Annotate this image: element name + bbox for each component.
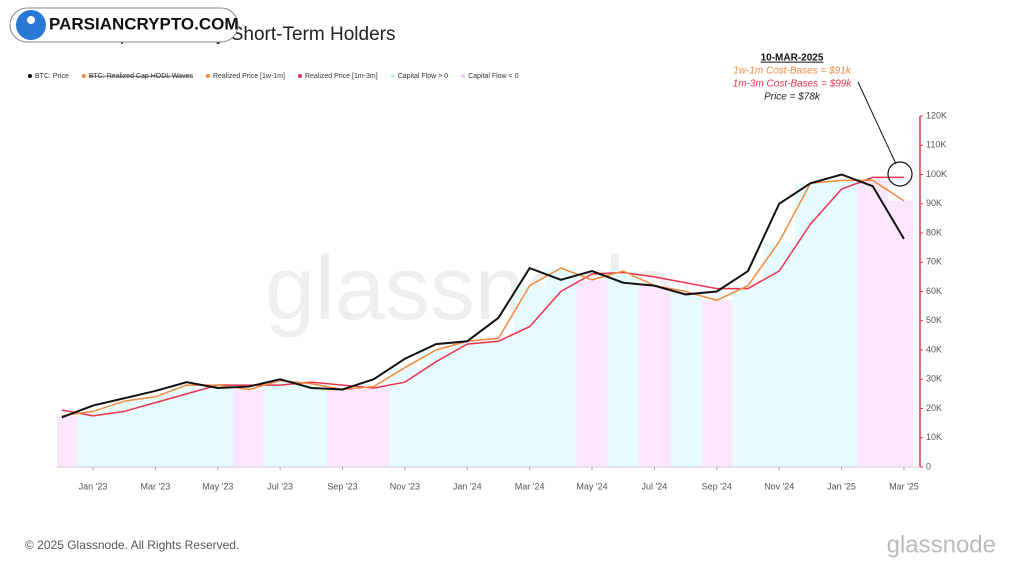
legend-marker — [461, 74, 466, 78]
x-tick-label: Mar '25 — [889, 481, 919, 491]
capital-flow-band — [857, 180, 889, 467]
x-tick-label: May '24 — [576, 481, 607, 491]
x-tick-label: Mar '23 — [141, 481, 171, 491]
capital-flow-band — [701, 300, 733, 467]
annotation-pointer — [857, 81, 897, 165]
x-tick-label: Nov '23 — [390, 481, 420, 491]
y-tick-label: 60K — [926, 286, 942, 296]
x-tick-label: Sep '23 — [327, 481, 357, 491]
y-tick-label: 50K — [926, 315, 942, 325]
capital-flow-band — [888, 200, 913, 467]
capital-flow-band — [732, 285, 764, 467]
legend-marker — [81, 74, 86, 78]
capital-flow-band — [202, 385, 234, 467]
capital-flow-band — [77, 411, 109, 467]
x-tick-label: Mar '24 — [515, 481, 545, 491]
legend-label: Capital Flow < 0 — [468, 73, 518, 80]
legend-marker — [297, 74, 302, 78]
capital-flow-band — [607, 271, 639, 467]
capital-flow-band — [576, 279, 608, 467]
logo-text: PARSIANCRYPTO.COM — [49, 14, 239, 33]
y-tick-label: 120K — [926, 110, 947, 120]
capital-flow-band — [638, 285, 671, 467]
brand: glassnode — [887, 531, 996, 558]
annotation-circle — [887, 161, 913, 187]
capital-flow-band — [794, 183, 826, 467]
y-tick-label: 30K — [926, 374, 942, 384]
logo-icon-dot — [27, 16, 35, 24]
capital-flow-band — [326, 389, 359, 467]
capital-flow-band — [233, 389, 265, 467]
x-tick-label: Jan '23 — [79, 481, 108, 491]
x-tick-label: May '23 — [202, 481, 233, 491]
capital-flow-band — [670, 291, 702, 467]
legend-marker — [28, 74, 32, 78]
capital-flow-band — [57, 415, 78, 467]
x-tick-label: Nov '24 — [764, 481, 794, 491]
y-tick-label: 40K — [926, 344, 942, 354]
legend-label: Capital Flow > 0 — [398, 73, 448, 80]
legend-marker — [205, 74, 210, 78]
y-tick-label: 100K — [926, 169, 947, 179]
y-tick-label: 0 — [926, 461, 931, 471]
y-tick-label: 110K — [926, 140, 946, 150]
annotation-date: 10-MAR-2025 — [761, 53, 824, 64]
x-tick-label: Sep '24 — [702, 481, 732, 491]
capital-flow-band — [825, 180, 858, 467]
capital-flow-band — [139, 396, 171, 467]
logo-box — [9, 7, 239, 43]
capital-flow-band — [358, 386, 390, 467]
capital-flow-band — [451, 341, 483, 467]
series-line — [61, 176, 904, 417]
annotation-line: Price = $78k — [764, 92, 821, 103]
x-tick-label: Jul '24 — [642, 481, 668, 491]
x-tick-label: Jan '25 — [827, 481, 856, 491]
footer: © 2025 Glassnode. All Rights Reserved. — [25, 538, 239, 552]
capital-flow-band — [514, 285, 546, 467]
capital-flow-band — [545, 268, 577, 467]
y-tick-label: 10K — [926, 432, 942, 442]
logo-icon — [16, 10, 46, 40]
capital-flow-band — [482, 338, 515, 467]
capital-flow-band — [264, 380, 296, 467]
legend-marker — [390, 74, 395, 78]
legend-label: Realized Price [1w-1m] — [213, 73, 285, 80]
capital-flow-band — [170, 385, 203, 467]
legend-label: BTC: Price — [35, 73, 69, 80]
y-tick-label: 70K — [926, 257, 942, 267]
y-tick-label: 80K — [926, 227, 942, 237]
y-tick-label: 90K — [926, 198, 942, 208]
x-tick-label: Jul '23 — [267, 481, 293, 491]
y-tick-label: 20K — [926, 403, 942, 413]
annotation-line: 1m-3m Cost-Bases = $99k — [733, 79, 853, 90]
legend-label: Realized Price [1m-3m] — [305, 73, 378, 80]
legend-label: BTC: Realized Cap HODL Waves — [89, 73, 194, 80]
x-tick-label: Jan '24 — [453, 481, 482, 491]
capital-flow-band — [420, 350, 452, 467]
annotation-line: 1w-1m Cost-Bases = $91k — [733, 66, 852, 77]
capital-flow-band — [763, 241, 795, 467]
series-line — [61, 173, 905, 419]
capital-flow-band — [295, 383, 327, 467]
